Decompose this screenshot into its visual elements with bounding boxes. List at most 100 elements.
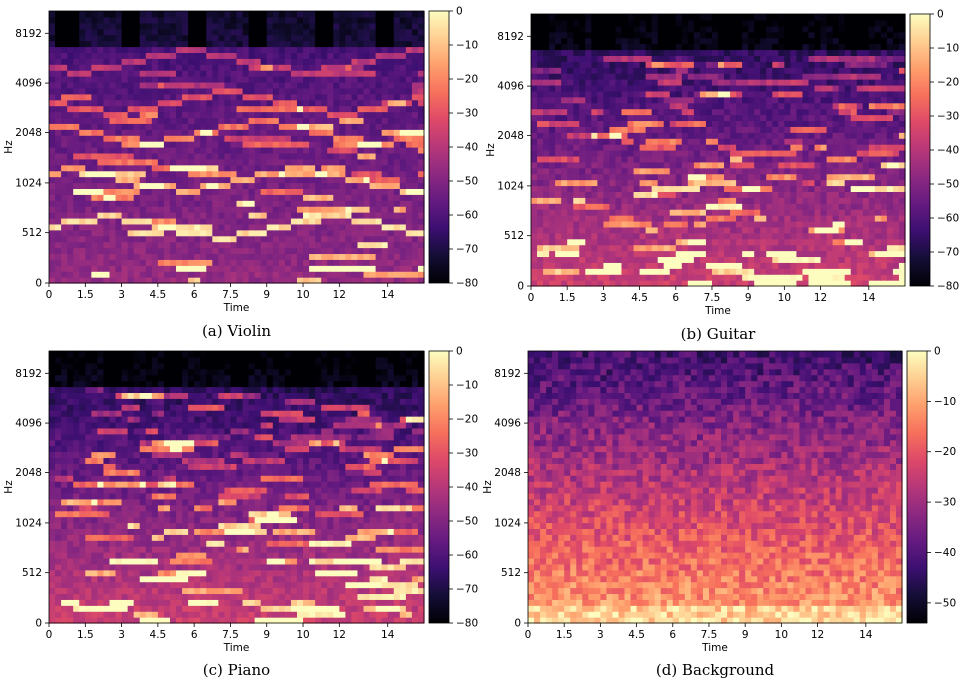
x-tick-label: 4.5 <box>628 629 645 641</box>
x-tick-label: 6 <box>669 629 676 641</box>
x-tick-label: 1.5 <box>77 289 94 301</box>
panel-4: 0 512 1024 2048 4096 8192 0 1.5 3 4.5 6 7.5 9 10 12 14 T… <box>482 346 956 680</box>
colorbar <box>909 13 931 287</box>
colorbar-tick-label: −70 <box>456 244 478 256</box>
colorbar-tick-label: −80 <box>456 618 478 630</box>
x-tick-label: 14 <box>859 629 873 641</box>
x-tick-label: 1.5 <box>556 629 573 641</box>
x-axis-label: Time <box>701 642 728 654</box>
y-tick-label: 512 <box>22 227 42 239</box>
colorbar-tick-label: −80 <box>937 281 959 293</box>
x-tick-label: 7.5 <box>704 292 721 304</box>
x-tick-label: 10 <box>296 629 309 641</box>
x-tick-label: 6 <box>191 289 198 301</box>
x-tick-label: 0 <box>528 292 535 304</box>
y-tick-label: 1024 <box>15 517 42 529</box>
x-tick-label: 0 <box>525 629 532 641</box>
x-tick-label: 0 <box>46 289 53 301</box>
y-tick-label: 0 <box>517 281 524 293</box>
x-tick-label: 3 <box>600 292 607 304</box>
axes-frame <box>48 10 425 284</box>
x-tick-label: 7.5 <box>222 629 239 641</box>
x-tick-label: 3 <box>597 629 604 641</box>
colorbar-tick-label: −20 <box>456 74 478 86</box>
x-tick-label: 3 <box>118 289 125 301</box>
y-tick-label: 4096 <box>497 81 524 93</box>
spectrogram-heatmap <box>49 11 425 284</box>
x-tick-label: 7.5 <box>222 289 239 301</box>
x-tick-label: 12 <box>814 292 827 304</box>
y-tick-label: 2048 <box>15 467 42 479</box>
y-tick-label: 4096 <box>15 78 42 90</box>
colorbar-tick-label: −50 <box>456 176 478 188</box>
y-axis-label: Hz <box>482 480 494 494</box>
x-tick-label: 4.5 <box>150 629 167 641</box>
panel-1: 0 512 1024 2048 4096 8192 0 1.5 3 4.5 6 7.5 9 10 12 14 T… <box>3 6 478 341</box>
y-tick-label: 0 <box>35 618 42 630</box>
colorbar-tick-label: −40 <box>934 547 956 559</box>
y-tick-label: 1024 <box>15 177 42 189</box>
axes-frame <box>527 350 903 624</box>
colorbar-tick-label: −50 <box>456 516 478 528</box>
y-axis-label: Hz <box>485 143 497 157</box>
y-tick-label: 2048 <box>494 467 521 479</box>
x-tick-label: 6 <box>191 629 198 641</box>
colorbar-tick-label: −30 <box>934 497 956 509</box>
y-tick-label: 512 <box>504 230 524 242</box>
panel-caption: (a) Violin <box>202 322 271 340</box>
x-tick-label: 12 <box>333 289 346 301</box>
panel-caption: (d) Background <box>656 661 775 679</box>
x-tick-label: 9 <box>263 629 270 641</box>
colorbar <box>428 350 450 624</box>
x-tick-label: 9 <box>263 289 270 301</box>
spectrogram-heatmap <box>528 351 903 624</box>
y-tick-label: 2048 <box>497 130 524 142</box>
colorbar-tick-label: −20 <box>937 77 959 89</box>
x-tick-label: 1.5 <box>77 629 94 641</box>
y-tick-label: 0 <box>35 278 42 290</box>
colorbar-tick-label: −30 <box>456 108 478 120</box>
x-tick-label: 0 <box>46 629 53 641</box>
colorbar <box>428 10 450 284</box>
x-tick-label: 14 <box>862 292 876 304</box>
x-tick-label: 9 <box>745 292 752 304</box>
colorbar-tick-label: −40 <box>456 482 478 494</box>
x-tick-label: 6 <box>672 292 679 304</box>
colorbar-tick-label: −30 <box>456 448 478 460</box>
y-axis-label: Hz <box>3 480 15 494</box>
y-tick-label: 512 <box>501 567 521 579</box>
colorbar-tick-label: 0 <box>456 346 463 358</box>
colorbar-tick-label: −10 <box>937 43 959 55</box>
colorbar-tick-label: −50 <box>937 179 959 191</box>
colorbar-tick-label: −80 <box>456 278 478 290</box>
colorbar-tick-label: −10 <box>456 40 478 52</box>
x-tick-label: 4.5 <box>150 289 167 301</box>
spectrogram-heatmap <box>531 14 906 287</box>
x-tick-label: 12 <box>811 629 824 641</box>
y-tick-label: 512 <box>22 567 42 579</box>
y-tick-label: 4096 <box>494 418 521 430</box>
colorbar-tick-label: 0 <box>934 346 941 358</box>
x-tick-label: 10 <box>296 289 309 301</box>
y-tick-label: 2048 <box>15 127 42 139</box>
colorbar-tick-label: −70 <box>937 247 959 259</box>
x-tick-label: 7.5 <box>701 629 718 641</box>
x-axis-label: Time <box>223 642 250 654</box>
panel-caption: (c) Piano <box>203 661 270 679</box>
x-tick-label: 14 <box>381 629 395 641</box>
colorbar-tick-label: −70 <box>456 584 478 596</box>
y-tick-label: 4096 <box>15 418 42 430</box>
y-tick-label: 1024 <box>494 517 521 529</box>
colorbar-tick-label: −60 <box>937 213 959 225</box>
colorbar-tick-label: −40 <box>456 142 478 154</box>
colorbar-tick-label: −10 <box>456 380 478 392</box>
colorbar <box>906 350 928 624</box>
colorbar-tick-label: −60 <box>456 550 478 562</box>
colorbar-tick-label: −30 <box>937 111 959 123</box>
colorbar-tick-label: −50 <box>934 597 956 609</box>
panel-2: 0 512 1024 2048 4096 8192 0 1.5 3 4.5 6 7.5 9 10 12 14 T… <box>485 9 959 344</box>
x-tick-label: 9 <box>742 629 749 641</box>
spectrogram-heatmap <box>49 351 425 624</box>
colorbar-tick-label: −60 <box>456 210 478 222</box>
